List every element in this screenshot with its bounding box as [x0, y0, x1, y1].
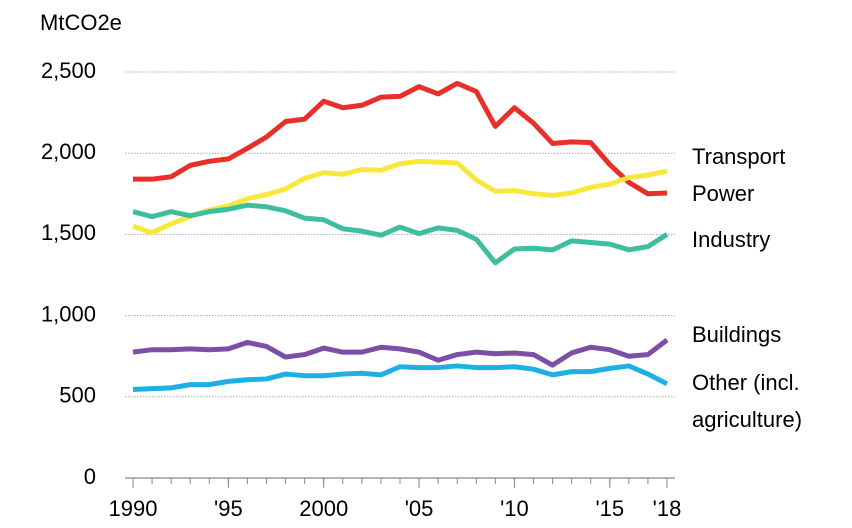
y-tick-label: 0	[84, 464, 96, 489]
y-tick-label: 1,500	[41, 220, 96, 245]
series-label: Industry	[692, 227, 771, 252]
x-tick-label: '18	[653, 496, 682, 521]
y-tick-label: 2,500	[41, 58, 96, 83]
x-tick-label: 1990	[109, 496, 158, 521]
y-tick-label: 1,000	[41, 301, 96, 326]
x-tick-label: '05	[405, 496, 434, 521]
series-label: Buildings	[692, 322, 782, 347]
series-line	[132, 337, 669, 368]
x-tick-label: '95	[214, 496, 243, 521]
x-tick-label: '10	[500, 496, 529, 521]
series-label: Other (incl. agriculture)	[692, 370, 803, 432]
y-axis-label: MtCO2e	[40, 10, 122, 35]
series-label: Power	[692, 181, 755, 206]
y-tick-label: 2,000	[41, 139, 96, 164]
series-line	[132, 158, 668, 236]
series-label: Transport	[692, 144, 786, 169]
series-line	[133, 80, 668, 197]
series-line	[132, 363, 669, 392]
series-line	[132, 202, 669, 266]
x-tick-label: '15	[595, 496, 624, 521]
x-tick-label: 2000	[299, 496, 348, 521]
y-tick-label: 500	[59, 383, 96, 408]
